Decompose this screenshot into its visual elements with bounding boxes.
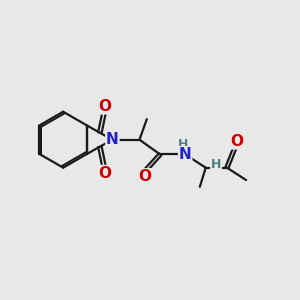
Text: N: N xyxy=(179,147,191,162)
Text: H: H xyxy=(211,158,221,171)
Text: O: O xyxy=(98,99,111,114)
Text: O: O xyxy=(98,166,111,181)
Text: O: O xyxy=(138,169,151,184)
Text: H: H xyxy=(178,139,188,152)
Text: O: O xyxy=(230,134,243,149)
Text: N: N xyxy=(106,132,119,147)
